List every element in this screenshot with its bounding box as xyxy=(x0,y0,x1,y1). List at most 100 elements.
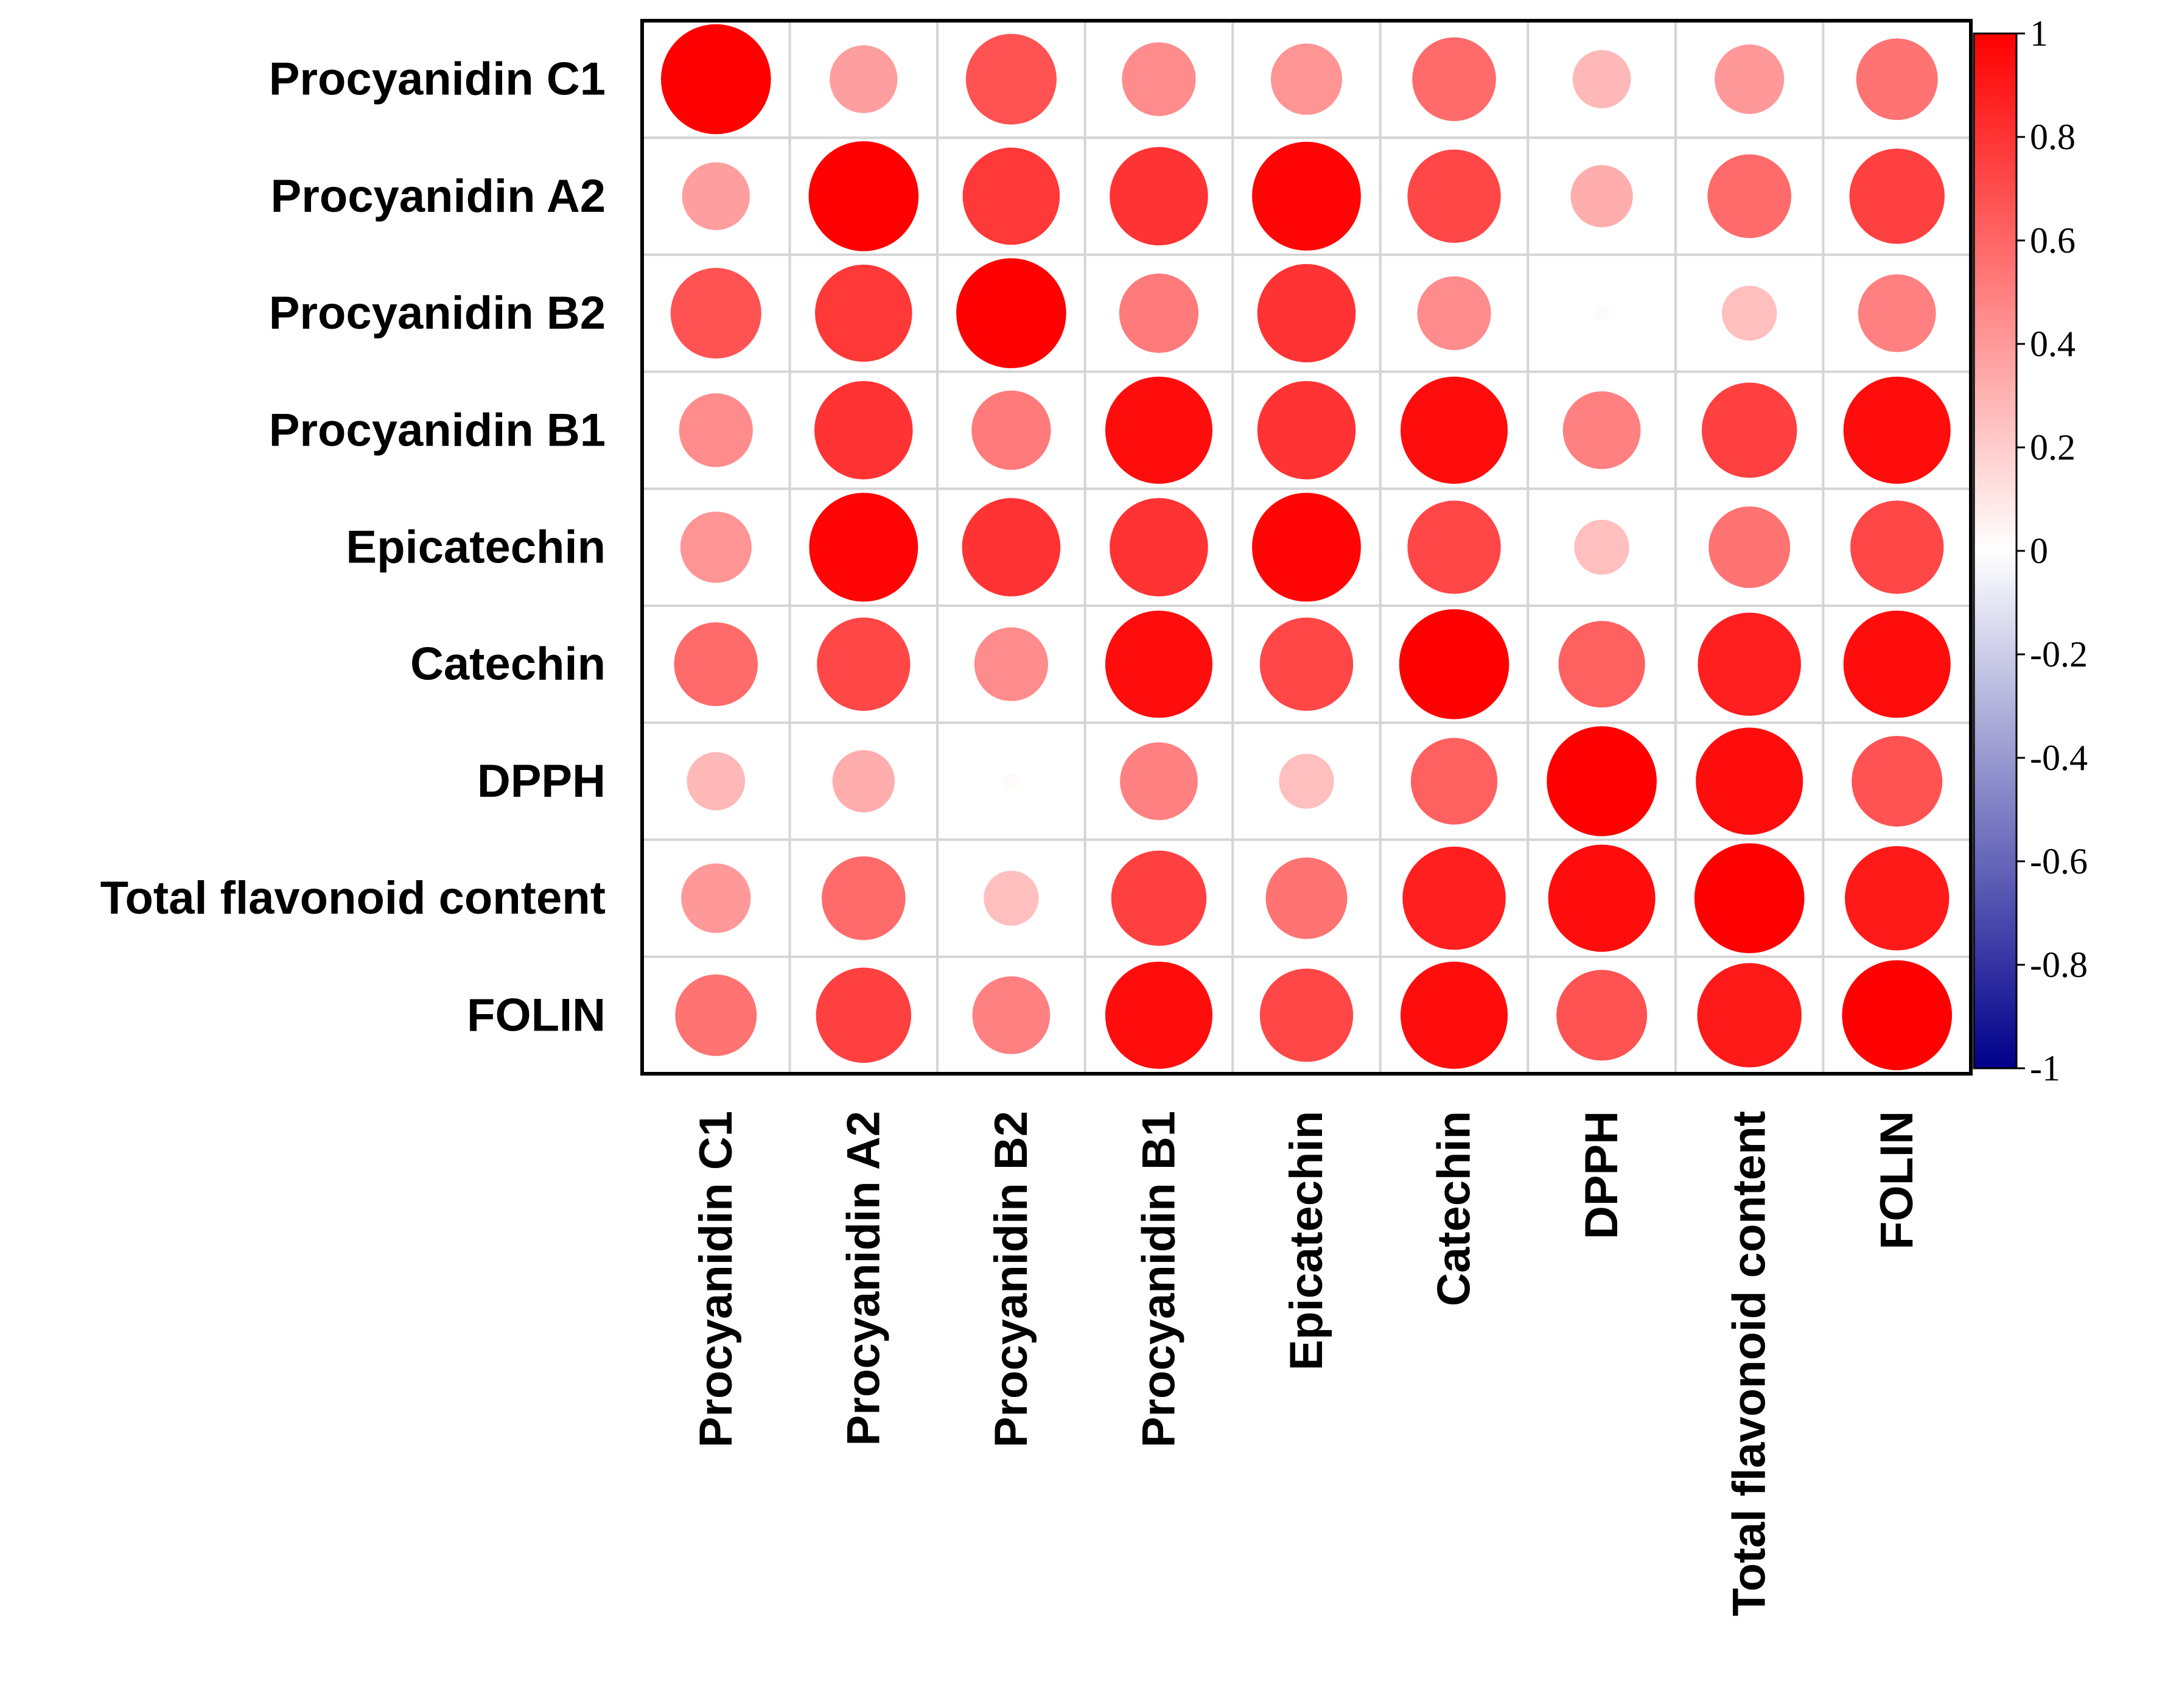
correlation-circle xyxy=(1110,498,1208,597)
correlation-circle xyxy=(1715,44,1785,114)
correlation-circle xyxy=(1252,141,1361,251)
column-label: FOLIN xyxy=(1871,1111,1923,1250)
correlation-circle xyxy=(832,750,895,813)
correlation-circle xyxy=(1696,727,1803,835)
row-label: Procyanidin B1 xyxy=(269,404,606,456)
correlation-circle xyxy=(1257,264,1356,363)
correlation-circle xyxy=(1122,42,1196,116)
correlation-circle xyxy=(1845,845,1950,951)
correlation-circle xyxy=(830,45,898,113)
column-label: Procyanidin C1 xyxy=(690,1111,742,1447)
scale-tick-label: 0.2 xyxy=(2030,427,2076,467)
correlation-circle xyxy=(1709,506,1791,589)
correlation-circle xyxy=(1105,376,1213,484)
column-label: Procyanidin B2 xyxy=(985,1111,1037,1447)
scale-tick-label: 0.6 xyxy=(2030,220,2076,261)
correlation-circle xyxy=(1856,38,1938,121)
column-label: Procyanidin B1 xyxy=(1133,1111,1184,1447)
correlation-circle xyxy=(1707,154,1791,239)
correlation-circle xyxy=(1400,961,1508,1069)
correlation-circle xyxy=(816,967,912,1063)
correlation-circle xyxy=(809,492,918,602)
scale-tick-label: -0.2 xyxy=(2030,634,2088,674)
correlation-circle xyxy=(962,147,1060,245)
correlation-circle xyxy=(1721,285,1777,341)
color-scale: 1 0.8 0.6 0.4 0.2 0 -0.2 -0.4 -0.6 -0.8 -1 xyxy=(1973,13,2088,1088)
correlation-circle xyxy=(1402,846,1506,950)
correlation-circle xyxy=(1548,844,1656,952)
correlation-circle xyxy=(1558,621,1645,708)
correlation-circle xyxy=(1259,968,1354,1062)
row-label: DPPH xyxy=(477,755,606,807)
correlation-circle xyxy=(670,268,761,359)
correlation-circle xyxy=(1697,963,1802,1068)
correlation-circle xyxy=(972,976,1051,1054)
correlation-circle xyxy=(1858,274,1936,352)
plot-border xyxy=(640,19,1973,1076)
correlation-circle xyxy=(814,380,913,480)
correlation-circle xyxy=(1850,500,1944,594)
correlation-circle xyxy=(680,511,752,583)
scale-tick-label: 0.8 xyxy=(2030,117,2076,157)
correlation-circle xyxy=(822,856,906,940)
scale-tick-label: -0.4 xyxy=(2030,738,2088,778)
correlation-circle xyxy=(962,498,1061,597)
row-label: Procyanidin C1 xyxy=(269,54,606,105)
correlation-circle xyxy=(1105,961,1213,1069)
scale-tick-label: -0.8 xyxy=(2030,945,2088,985)
correlation-circle xyxy=(1570,165,1633,228)
correlation-circle xyxy=(1119,273,1199,353)
correlation-circle xyxy=(1257,380,1356,480)
correlation-circle xyxy=(956,258,1066,368)
scale-tick-label: -0.6 xyxy=(2030,841,2088,881)
correlation-circle xyxy=(1593,305,1610,321)
correlation-circle xyxy=(1843,611,1951,718)
correlation-circle xyxy=(1400,376,1508,484)
correlation-circle xyxy=(1110,147,1208,246)
column-label: Epicatechin xyxy=(1281,1111,1332,1371)
correlation-circle xyxy=(1849,149,1945,244)
correlation-circle xyxy=(1120,742,1198,821)
correlation-circle xyxy=(1556,970,1648,1061)
correlation-circle xyxy=(687,752,746,811)
correlation-circle xyxy=(1279,754,1334,809)
correlation-circle xyxy=(817,617,911,711)
correlation-circles xyxy=(660,24,1953,1071)
correlation-circle xyxy=(1270,43,1343,115)
column-labels: Procyanidin C1 Procyanidin A2 Procyanidin … xyxy=(690,1111,1923,1616)
scale-tick-label: 0.4 xyxy=(2030,324,2076,364)
grid-lines xyxy=(642,21,1971,1074)
correlation-circle xyxy=(1574,519,1629,575)
correlation-circle xyxy=(675,974,757,1056)
correlation-circle xyxy=(1562,391,1641,469)
column-label: DPPH xyxy=(1576,1111,1628,1239)
correlation-circle xyxy=(1694,843,1805,954)
correlation-circle xyxy=(1410,738,1498,825)
column-label: Catechin xyxy=(1429,1111,1480,1306)
color-scale-bar xyxy=(1973,32,2018,1069)
correlation-circle xyxy=(1407,149,1501,243)
correlation-circle xyxy=(984,870,1039,926)
correlation-circle xyxy=(1417,276,1491,351)
correlation-circle xyxy=(1843,376,1951,484)
correlation-circle xyxy=(1111,850,1207,946)
row-label: FOLIN xyxy=(467,989,606,1041)
correlation-circle xyxy=(1407,500,1501,594)
correlation-circle xyxy=(660,24,771,135)
row-label: Procyanidin B2 xyxy=(269,287,606,339)
correlation-circle xyxy=(1547,726,1657,836)
column-label: Procyanidin A2 xyxy=(838,1111,889,1446)
correlation-circle xyxy=(965,33,1057,125)
correlation-circle xyxy=(1252,492,1361,602)
correlation-circle xyxy=(674,622,758,707)
correlation-circle xyxy=(681,863,751,933)
row-label: Total flavonoid content xyxy=(100,872,606,924)
correlation-circle xyxy=(679,393,753,467)
correlation-circle xyxy=(815,264,912,362)
correlation-circle xyxy=(1265,857,1348,939)
row-label: Epicatechin xyxy=(346,522,606,573)
correlation-circle xyxy=(1842,960,1953,1071)
column-label: Total flavonoid content xyxy=(1724,1111,1775,1616)
scale-tick-label: -1 xyxy=(2030,1048,2060,1088)
